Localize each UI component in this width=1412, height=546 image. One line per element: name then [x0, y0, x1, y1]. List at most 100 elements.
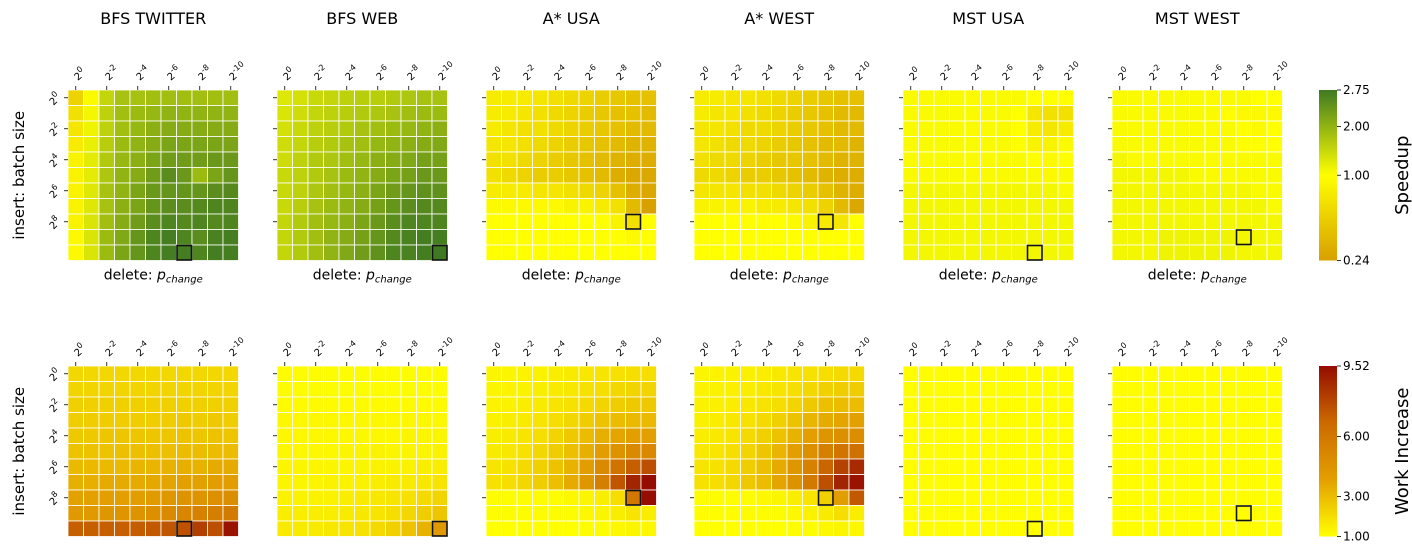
heatmap-cell: [1042, 489, 1059, 506]
heatmap-cell: [431, 105, 448, 122]
heatmap-cell: [307, 120, 324, 137]
heatmap-cell: [114, 198, 131, 215]
x-tick-label: 2-4: [341, 63, 362, 84]
heatmap-cell: [354, 136, 371, 153]
heatmap-cell: [338, 412, 355, 429]
heatmap-cell: [191, 244, 208, 261]
heatmap-cell: [485, 213, 502, 230]
heatmap-cell: [369, 489, 386, 506]
heatmap-cell: [1042, 396, 1059, 413]
heatmap-cell: [222, 412, 239, 429]
heatmap-cell: [755, 396, 772, 413]
heatmap-cell: [740, 520, 757, 537]
heatmap-cell: [114, 229, 131, 246]
heatmap-cell: [848, 244, 865, 261]
heatmap-cell: [114, 365, 131, 382]
heatmap-cell: [786, 198, 803, 215]
heatmap-cell: [207, 213, 224, 230]
heatmap-cell: [1011, 520, 1028, 537]
heatmap-cell: [501, 489, 518, 506]
heatmap-cell: [709, 505, 726, 522]
heatmap-cell: [516, 151, 533, 168]
heatmap-cell: [933, 151, 950, 168]
heatmap-cell: [933, 244, 950, 261]
heatmap-cell: [1011, 151, 1028, 168]
heatmap-cell: [980, 136, 997, 153]
heatmap-cell: [160, 381, 177, 398]
heatmap-cell: [98, 427, 115, 444]
heatmap-cell: [1189, 89, 1206, 106]
highlight-box: [1235, 229, 1252, 246]
x-tick-label: 20: [1114, 340, 1132, 359]
heatmap-cell: [724, 198, 741, 215]
heatmap-cell: [292, 136, 309, 153]
heatmap-cell: [949, 365, 966, 382]
heatmap-cell: [802, 244, 819, 261]
heatmap-cell: [1158, 229, 1175, 246]
heatmap-cell: [191, 198, 208, 215]
heatmap-cell: [501, 427, 518, 444]
heatmap-cell: [369, 213, 386, 230]
colorbar-tick-label: 9.52: [1343, 359, 1370, 373]
heatmap-cell: [693, 520, 710, 537]
heatmap-cell: [1127, 244, 1144, 261]
heatmap-cell: [276, 229, 293, 246]
heatmap-cell: [191, 381, 208, 398]
x-tick-label: 20: [905, 340, 923, 359]
heatmap-cell: [416, 120, 433, 137]
heatmap-cell: [547, 89, 564, 106]
heatmap-cell: [786, 520, 803, 537]
heatmap-cell: [563, 520, 580, 537]
heatmap-cell: [1142, 136, 1159, 153]
heatmap-cell: [1220, 198, 1237, 215]
heatmap-cell: [949, 105, 966, 122]
heatmap-cell: [207, 182, 224, 199]
x-tick-label: 2-2: [727, 63, 748, 84]
heatmap-cell: [848, 120, 865, 137]
x-tick-label: 2-10: [851, 335, 876, 359]
heatmap-cell: [625, 474, 642, 491]
heatmap-cell: [191, 120, 208, 137]
heatmap-cell: [307, 381, 324, 398]
heatmap-cell: [1011, 229, 1028, 246]
heatmap-cell: [67, 120, 84, 137]
heatmap-cell: [786, 474, 803, 491]
heatmap-cell: [276, 458, 293, 475]
heatmap-cell: [191, 151, 208, 168]
heatmap-cell: [307, 443, 324, 460]
heatmap-cell: [1189, 151, 1206, 168]
heatmap-cell: [307, 167, 324, 184]
heatmap-cell: [416, 365, 433, 382]
heatmap-cell: [1220, 136, 1237, 153]
heatmap-cell: [354, 520, 371, 537]
heatmap-cell: [578, 365, 595, 382]
heatmap-cell: [1127, 105, 1144, 122]
heatmap-cell: [1142, 229, 1159, 246]
panel-title: BFS TWITTER: [100, 9, 206, 28]
heatmap-cell: [323, 474, 340, 491]
x-tick-label: 2-2: [519, 63, 540, 84]
heatmap-cell: [145, 120, 162, 137]
heatmap-cell: [323, 365, 340, 382]
heatmap-cell: [833, 105, 850, 122]
heatmap-cell: [964, 213, 981, 230]
heatmap-cell: [1173, 443, 1190, 460]
heatmap-cell: [980, 151, 997, 168]
heatmap-cell: [609, 489, 626, 506]
heatmap-cell: [709, 151, 726, 168]
heatmap-cell: [949, 229, 966, 246]
heatmap-cell: [67, 213, 84, 230]
highlight-box: [625, 213, 642, 230]
heatmap-cell: [129, 489, 146, 506]
heatmap-cell: [1111, 136, 1128, 153]
heatmap-cell: [1026, 213, 1043, 230]
heatmap-cell: [516, 520, 533, 537]
heatmap-cell: [307, 520, 324, 537]
heatmap-cell: [578, 443, 595, 460]
heatmap-cell: [1042, 213, 1059, 230]
heatmap-cell: [609, 427, 626, 444]
heatmap-cell: [1189, 489, 1206, 506]
heatmap-cell: [949, 244, 966, 261]
heatmap-cell: [114, 427, 131, 444]
